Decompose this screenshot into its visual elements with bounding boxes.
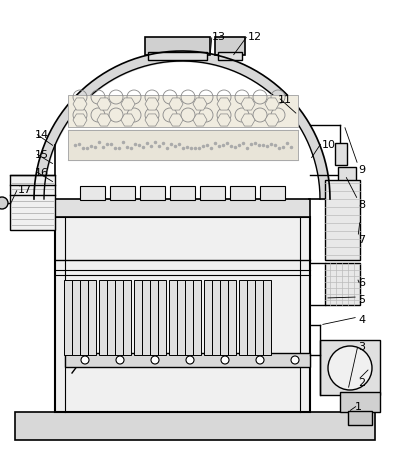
- Bar: [218, 52, 242, 60]
- Text: 13: 13: [212, 32, 226, 42]
- FancyArrow shape: [204, 280, 212, 355]
- Bar: [68, 130, 298, 160]
- Text: 9: 9: [358, 165, 365, 175]
- Polygon shape: [169, 114, 183, 126]
- Circle shape: [256, 356, 264, 364]
- FancyArrow shape: [169, 280, 177, 355]
- FancyArrow shape: [177, 280, 185, 355]
- Bar: [55, 199, 310, 217]
- Bar: [348, 411, 372, 425]
- Polygon shape: [145, 98, 159, 110]
- Text: 16: 16: [35, 168, 49, 178]
- Bar: [55, 217, 310, 412]
- FancyArrow shape: [64, 280, 72, 355]
- Bar: [260, 186, 285, 200]
- Text: 17: 17: [18, 185, 32, 195]
- Polygon shape: [145, 114, 159, 126]
- Text: 15: 15: [35, 150, 49, 160]
- FancyArrow shape: [150, 280, 158, 355]
- FancyArrow shape: [158, 280, 166, 355]
- Polygon shape: [265, 98, 279, 110]
- Text: 11: 11: [278, 95, 292, 105]
- Polygon shape: [241, 114, 255, 126]
- FancyArrow shape: [142, 280, 150, 355]
- Polygon shape: [193, 114, 207, 126]
- Polygon shape: [65, 325, 95, 345]
- Polygon shape: [97, 114, 111, 126]
- FancyArrow shape: [88, 280, 96, 355]
- Text: 3: 3: [358, 342, 365, 352]
- Text: 10: 10: [322, 140, 336, 150]
- FancyArrow shape: [80, 280, 88, 355]
- FancyArrow shape: [134, 280, 142, 355]
- Bar: [80, 186, 105, 200]
- FancyArrow shape: [185, 280, 193, 355]
- FancyArrow shape: [193, 280, 201, 355]
- Bar: [145, 37, 210, 55]
- Text: 5: 5: [358, 295, 365, 305]
- Text: 6: 6: [358, 278, 365, 288]
- Bar: [338, 167, 356, 185]
- Circle shape: [151, 356, 159, 364]
- Bar: [230, 186, 255, 200]
- Circle shape: [291, 356, 299, 364]
- Text: 1: 1: [355, 402, 362, 412]
- Polygon shape: [217, 114, 231, 126]
- Bar: [140, 186, 165, 200]
- Polygon shape: [217, 98, 231, 110]
- Bar: [15, 412, 375, 440]
- Polygon shape: [265, 114, 279, 126]
- Polygon shape: [121, 114, 135, 126]
- Bar: [325, 180, 360, 260]
- FancyArrow shape: [212, 280, 220, 355]
- FancyArrow shape: [228, 280, 236, 355]
- Circle shape: [116, 356, 124, 364]
- Circle shape: [81, 356, 89, 364]
- Bar: [110, 186, 135, 200]
- Bar: [215, 37, 245, 55]
- Bar: [320, 340, 380, 395]
- Bar: [200, 186, 225, 200]
- Text: 7: 7: [358, 235, 365, 245]
- FancyArrow shape: [239, 280, 247, 355]
- Bar: [10, 175, 55, 230]
- Circle shape: [328, 346, 372, 390]
- Bar: [335, 143, 347, 165]
- FancyArrow shape: [72, 280, 80, 355]
- Circle shape: [221, 356, 229, 364]
- Polygon shape: [241, 98, 255, 110]
- FancyArrow shape: [263, 280, 271, 355]
- Circle shape: [0, 197, 8, 209]
- Bar: [148, 52, 207, 60]
- Bar: [325, 263, 360, 305]
- Text: 4: 4: [358, 315, 365, 325]
- Text: 2: 2: [358, 378, 365, 388]
- FancyArrow shape: [220, 280, 228, 355]
- Text: 12: 12: [248, 32, 262, 42]
- FancyArrow shape: [247, 280, 255, 355]
- FancyArrow shape: [115, 280, 123, 355]
- Polygon shape: [121, 98, 135, 110]
- Bar: [65, 353, 310, 367]
- Bar: [68, 95, 298, 127]
- Text: 8: 8: [358, 200, 365, 210]
- Bar: [170, 186, 195, 200]
- Circle shape: [186, 356, 194, 364]
- Polygon shape: [193, 98, 207, 110]
- Polygon shape: [169, 98, 183, 110]
- FancyArrow shape: [99, 280, 107, 355]
- Polygon shape: [73, 98, 87, 110]
- Text: 14: 14: [35, 130, 49, 140]
- Polygon shape: [97, 98, 111, 110]
- FancyArrow shape: [123, 280, 131, 355]
- Polygon shape: [73, 114, 87, 126]
- FancyArrow shape: [255, 280, 263, 355]
- FancyArrow shape: [107, 280, 115, 355]
- Bar: [340, 392, 380, 412]
